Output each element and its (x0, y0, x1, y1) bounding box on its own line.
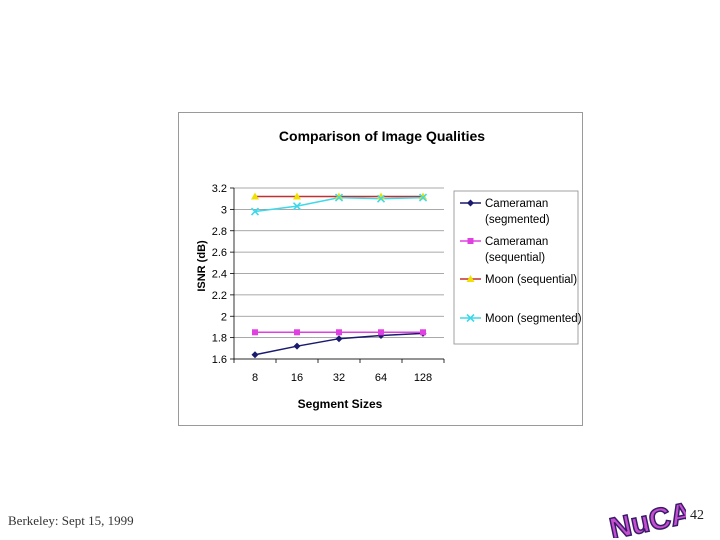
y-tick-label: 2 (221, 311, 227, 323)
data-point (418, 193, 428, 202)
footer-date: Berkeley: Sept 15, 1999 (8, 513, 134, 528)
nucad-logo: NuCAD (606, 492, 686, 538)
logo-text: NuCAD (607, 492, 686, 538)
data-point (376, 194, 386, 203)
data-point (292, 202, 302, 211)
page-number: 42 (690, 508, 704, 523)
data-point (378, 329, 384, 336)
y-axis-label: ISNR (dB) (196, 240, 208, 292)
data-point (251, 351, 259, 359)
x-tick-label: 16 (291, 372, 303, 384)
x-tick-label: 32 (333, 372, 345, 384)
x-tick-label: 8 (252, 372, 258, 384)
data-point (293, 192, 301, 200)
data-point (334, 193, 344, 202)
y-tick-label: 2.4 (212, 269, 227, 281)
y-tick-label: 1.8 (212, 333, 227, 345)
data-point (293, 342, 301, 350)
legend-label: Moon (segmented) (485, 313, 582, 325)
legend-label: Cameraman (485, 198, 548, 210)
data-point (335, 192, 343, 200)
data-point (335, 335, 343, 343)
y-tick-label: 3 (221, 204, 227, 216)
y-tick-label: 2.2 (212, 290, 227, 302)
legend-label: Cameraman (485, 236, 548, 248)
data-point (467, 238, 474, 244)
data-point (466, 313, 475, 323)
y-tick-label: 2.6 (212, 247, 227, 259)
x-tick-label: 128 (414, 372, 432, 384)
legend-label: (sequential) (485, 252, 545, 264)
data-point (420, 329, 426, 336)
data-point (419, 192, 427, 200)
data-point (466, 275, 475, 282)
line-chart: Comparison of Image Qualities ISNR (dB) … (196, 128, 582, 411)
data-point (252, 329, 258, 336)
chart-frame: Comparison of Image Qualities ISNR (dB) … (178, 112, 583, 426)
chart-title: Comparison of Image Qualities (279, 128, 485, 144)
data-point (467, 199, 474, 207)
legend-label: (segmented) (485, 214, 550, 226)
data-point (294, 329, 300, 336)
y-tick-label: 3.2 (212, 183, 227, 195)
x-tick-label: 64 (375, 372, 387, 384)
legend-label: Moon (sequential) (485, 274, 577, 286)
y-tick-label: 1.6 (212, 354, 227, 366)
y-tick-label: 2.8 (212, 226, 227, 238)
x-axis-label: Segment Sizes (298, 397, 383, 411)
data-point (377, 331, 385, 339)
data-point (250, 207, 260, 216)
data-point (336, 329, 342, 336)
data-point (251, 192, 259, 200)
